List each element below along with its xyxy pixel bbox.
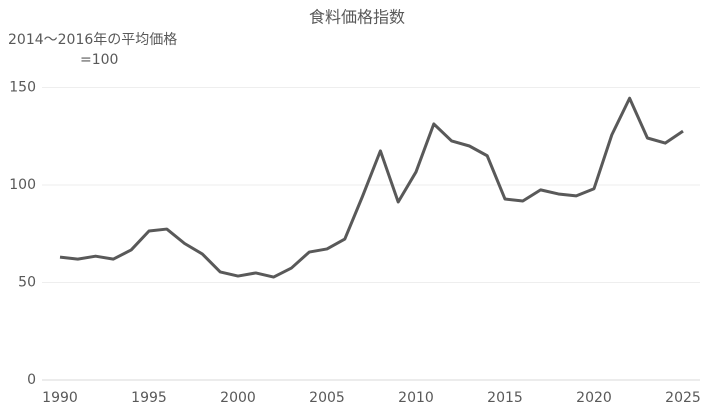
x-tick-label: 2000 bbox=[220, 390, 256, 406]
x-tick-label: 1995 bbox=[131, 390, 167, 406]
data-line bbox=[59, 96, 684, 279]
x-tick-label: 1990 bbox=[42, 390, 78, 406]
x-tick-label: 2020 bbox=[576, 390, 612, 406]
chart-title: 食料価格指数 bbox=[309, 8, 405, 27]
y-tick-label: 100 bbox=[9, 177, 36, 193]
x-tick-label: 2005 bbox=[309, 390, 345, 406]
x-tick-label: 2025 bbox=[665, 390, 701, 406]
y-axis-label: =100 bbox=[80, 52, 118, 68]
y-tick-label: 150 bbox=[9, 80, 36, 96]
y-tick-label: 50 bbox=[18, 275, 36, 291]
x-tick-label: 2010 bbox=[398, 390, 434, 406]
y-axis-label: 2014～2016年の平均価格 bbox=[8, 32, 177, 48]
x-tick-label: 2015 bbox=[487, 390, 523, 406]
y-tick-label: 0 bbox=[27, 372, 36, 388]
